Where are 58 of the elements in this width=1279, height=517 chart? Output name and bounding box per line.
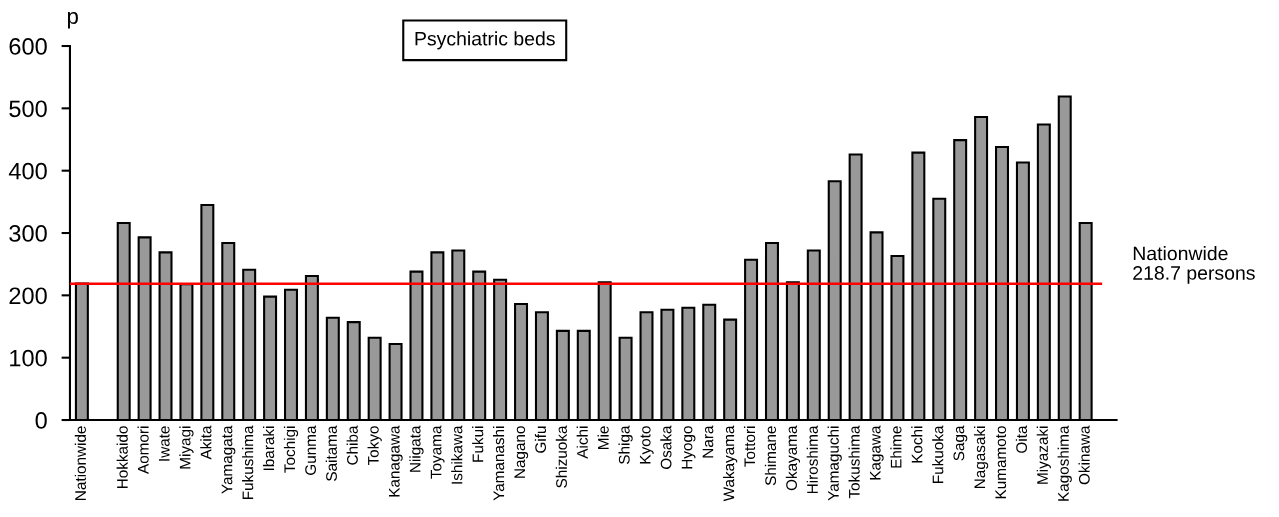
x-tick-label: Fukui	[472, 426, 484, 462]
x-tick-label: Osaka	[660, 425, 672, 469]
x-tick-label: Kagawa	[869, 425, 884, 480]
y-tick-label: 600	[9, 38, 47, 55]
x-tick-label: Shimane	[764, 426, 777, 486]
x-tick-label: Kumamoto	[995, 426, 1007, 499]
y-tick-label: 100	[10, 349, 47, 367]
x-tick-label: Niigata	[409, 425, 424, 472]
x-tick-label: Wakayama	[723, 425, 738, 502]
x-tick-label: Nationwide	[74, 426, 86, 500]
x-tick-label: Fukuoka	[932, 425, 944, 483]
x-tick-label: Hyogo	[681, 426, 696, 469]
x-tick-label: Kagoshima	[1057, 425, 1072, 501]
x-tick-label: Tokyo	[367, 426, 382, 466]
x-tick-label: Yamanashi	[493, 426, 505, 501]
x-tick-label: Kochi	[911, 426, 923, 463]
y-tick-label: 300	[9, 225, 47, 242]
x-tick-label: Miyazaki	[1036, 426, 1051, 484]
x-tick-label: Hokkaido	[116, 426, 128, 488]
x-tick-label: Gifu	[534, 426, 547, 453]
x-tick-label: Chiba	[346, 425, 358, 465]
x-tick-label: Nara	[702, 425, 714, 458]
x-tick-label: Yamagata	[221, 425, 236, 494]
chart-title: Psychiatric beds	[415, 31, 555, 50]
y-axis-title: p	[67, 11, 78, 29]
ref-line-label: Nationwide 218.7 persons	[1133, 246, 1255, 284]
x-tick-label: Okinawa	[1078, 425, 1090, 485]
x-tick-label: Nagasaki	[973, 426, 989, 488]
x-tick-label: Saga	[953, 425, 968, 461]
x-tick-label: Ibaraki	[262, 426, 275, 471]
x-tick-label: Oita	[1015, 425, 1028, 453]
x-tick-label: Hiroshima	[806, 425, 818, 494]
x-tick-label: Miyagi	[179, 426, 194, 469]
x-tick-label: Mie	[597, 426, 609, 449]
x-tick-label: Kanagawa	[389, 425, 403, 497]
y-tick-label: 400	[8, 162, 47, 180]
x-tick-label: Fukushima	[242, 425, 254, 500]
x-tick-label: Shiga	[618, 425, 633, 464]
x-tick-label: Akita	[200, 425, 212, 460]
y-tick-label: 500	[9, 100, 47, 118]
x-tick-label: Yamaguchi	[827, 426, 842, 501]
x-tick-label: Gunma	[305, 425, 317, 475]
x-tick-label: Tochigi	[283, 426, 299, 473]
x-tick-label: Saitama	[325, 425, 337, 481]
x-tick-label: Nagano	[514, 426, 529, 478]
x-tick-label: Tottori	[743, 426, 756, 467]
x-tick-label: Toyama	[430, 425, 445, 479]
x-tick-label: Ishikawa	[451, 425, 463, 484]
x-tick-label: Ehime	[890, 426, 902, 468]
y-tick-label: 0	[35, 412, 47, 429]
x-tick-label: Aichi	[576, 426, 588, 459]
x-tick-label: Iwate	[158, 426, 170, 461]
x-tick-label: Shizuoka	[555, 425, 567, 488]
x-tick-label: Okayama	[785, 425, 801, 491]
x-tick-label: Aomori	[137, 426, 149, 474]
y-tick-label: 200	[9, 287, 47, 305]
x-tick-label: Kyoto	[639, 426, 654, 464]
x-tick-label: Tokushima	[848, 425, 860, 499]
